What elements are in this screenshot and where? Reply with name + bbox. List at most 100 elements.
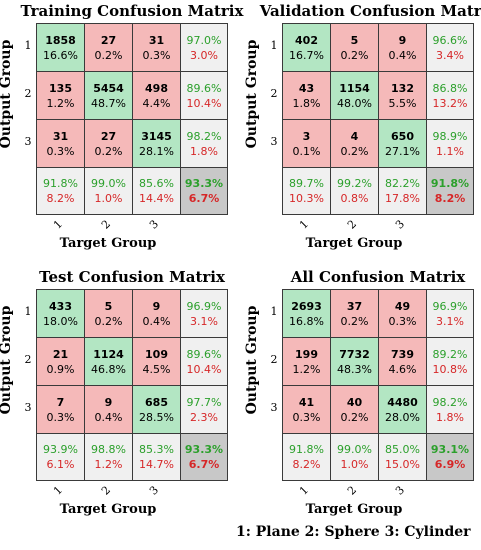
x-tick-label: 2 bbox=[98, 217, 114, 232]
cell-count: 43 bbox=[298, 81, 315, 95]
cell-percent: 28.5% bbox=[139, 410, 174, 424]
matrix-grid: 402 16.7% 5 0.2% 9 0.4% 96.6% 3.4% 43 1.8% 1154 48.… bbox=[282, 23, 474, 215]
cell-percent: 0.3% bbox=[388, 314, 417, 328]
col-correct-percent: 85.0% bbox=[385, 443, 420, 456]
x-axis-label: Target Group bbox=[59, 502, 157, 517]
matrix-cell: 27 0.2% bbox=[84, 23, 133, 72]
matrix-cell: 199 1.2% bbox=[282, 337, 331, 386]
cell-count: 40 bbox=[346, 395, 363, 409]
column-summary-cell: 82.2% 17.8% bbox=[378, 167, 427, 215]
row-correct-percent: 97.0% bbox=[186, 33, 222, 47]
y-axis-label: Output Group bbox=[0, 305, 14, 415]
cell-percent: 0.3% bbox=[142, 48, 171, 62]
cell-count: 135 bbox=[49, 81, 72, 95]
column-summary-cell: 99.2% 0.8% bbox=[330, 167, 379, 215]
matrix-cell: 739 4.6% bbox=[378, 337, 427, 386]
row-summary-cell: 96.6% 3.4% bbox=[426, 23, 474, 72]
overall-accuracy-cell: 93.3% 6.7% bbox=[180, 167, 228, 215]
column-summary-cell: 85.0% 15.0% bbox=[378, 433, 427, 481]
row-summary-cell: 96.9% 3.1% bbox=[426, 289, 474, 338]
cell-count: 498 bbox=[145, 81, 168, 95]
row-correct-percent: 98.9% bbox=[432, 129, 468, 143]
matrix-cell: 433 18.0% bbox=[36, 289, 85, 338]
row-error-percent: 1.8% bbox=[436, 410, 464, 424]
col-correct-percent: 93.9% bbox=[43, 443, 78, 456]
cell-percent: 18.0% bbox=[43, 314, 78, 328]
col-error-percent: 10.3% bbox=[289, 192, 324, 205]
x-tick-label: 3 bbox=[146, 483, 162, 498]
y-tick-label: 3 bbox=[270, 135, 278, 148]
col-error-percent: 1.2% bbox=[94, 458, 123, 471]
col-correct-percent: 99.2% bbox=[337, 177, 372, 190]
cell-percent: 0.2% bbox=[94, 314, 123, 328]
row-summary-cell: 96.9% 3.1% bbox=[180, 289, 228, 338]
matrix-title: Test Confusion Matrix bbox=[39, 268, 225, 286]
y-tick-label: 2 bbox=[270, 87, 278, 100]
y-tick-label: 1 bbox=[24, 39, 32, 52]
col-error-percent: 14.7% bbox=[139, 458, 174, 471]
cell-percent: 0.1% bbox=[292, 144, 321, 158]
cell-count: 3145 bbox=[141, 129, 172, 143]
matrix-title: All Confusion Matrix bbox=[290, 268, 466, 286]
col-error-percent: 8.2% bbox=[292, 458, 321, 471]
matrix-cell: 9 0.4% bbox=[378, 23, 427, 72]
col-error-percent: 1.0% bbox=[94, 192, 123, 205]
cell-percent: 4.5% bbox=[142, 362, 171, 376]
col-correct-percent: 82.2% bbox=[385, 177, 420, 190]
column-summary-cell: 98.8% 1.2% bbox=[84, 433, 133, 481]
col-correct-percent: 99.0% bbox=[91, 177, 126, 190]
row-error-percent: 13.2% bbox=[432, 96, 468, 110]
cell-count: 1124 bbox=[93, 347, 124, 361]
row-error-percent: 3.4% bbox=[436, 48, 464, 62]
y-tick-label: 1 bbox=[270, 39, 278, 52]
matrix-cell: 31 0.3% bbox=[132, 23, 181, 72]
col-error-percent: 14.4% bbox=[139, 192, 174, 205]
matrix-cell: 1124 46.8% bbox=[84, 337, 133, 386]
cell-percent: 0.2% bbox=[94, 144, 123, 158]
cell-count: 9 bbox=[104, 395, 113, 409]
cell-count: 132 bbox=[391, 81, 414, 95]
col-correct-percent: 91.8% bbox=[289, 443, 324, 456]
matrix-cell: 685 28.5% bbox=[132, 385, 181, 434]
y-tick-label: 3 bbox=[24, 401, 32, 414]
cell-count: 199 bbox=[295, 347, 318, 361]
col-error-percent: 6.1% bbox=[46, 458, 75, 471]
y-axis-label: Output Group bbox=[244, 39, 260, 149]
cell-count: 1858 bbox=[45, 33, 76, 47]
col-correct-percent: 85.6% bbox=[139, 177, 174, 190]
row-correct-percent: 89.6% bbox=[186, 81, 222, 95]
matrix-cell: 31 0.3% bbox=[36, 119, 85, 168]
cell-count: 27 bbox=[100, 129, 117, 143]
x-tick-label: 1 bbox=[296, 217, 312, 232]
cell-count: 7 bbox=[56, 395, 65, 409]
cell-count: 41 bbox=[298, 395, 315, 409]
cell-percent: 0.4% bbox=[142, 314, 171, 328]
overall-correct-percent: 93.3% bbox=[184, 443, 224, 456]
column-summary-cell: 85.6% 14.4% bbox=[132, 167, 181, 215]
cell-count: 37 bbox=[346, 299, 363, 313]
matrix-cell: 40 0.2% bbox=[330, 385, 379, 434]
cell-percent: 28.1% bbox=[139, 144, 174, 158]
row-correct-percent: 96.6% bbox=[432, 33, 468, 47]
overall-correct-percent: 93.1% bbox=[430, 443, 470, 456]
x-tick-label: 2 bbox=[344, 483, 360, 498]
cell-percent: 0.3% bbox=[46, 410, 75, 424]
row-error-percent: 1.1% bbox=[436, 144, 464, 158]
row-summary-cell: 97.7% 2.3% bbox=[180, 385, 228, 434]
cell-percent: 0.3% bbox=[292, 410, 321, 424]
cell-percent: 0.4% bbox=[388, 48, 417, 62]
x-tick-label: 1 bbox=[50, 483, 66, 498]
overall-correct-percent: 93.3% bbox=[184, 177, 224, 190]
row-error-percent: 2.3% bbox=[190, 410, 218, 424]
x-axis-label: Target Group bbox=[305, 502, 403, 517]
cell-percent: 4.6% bbox=[388, 362, 417, 376]
y-tick-label: 3 bbox=[270, 401, 278, 414]
cell-percent: 5.5% bbox=[388, 96, 417, 110]
matrix-cell: 402 16.7% bbox=[282, 23, 331, 72]
row-summary-cell: 98.2% 1.8% bbox=[180, 119, 228, 168]
cell-count: 739 bbox=[391, 347, 414, 361]
column-summary-cell: 91.8% 8.2% bbox=[36, 167, 85, 215]
cell-percent: 1.2% bbox=[46, 96, 75, 110]
cell-count: 2693 bbox=[291, 299, 322, 313]
matrix-title: Training Confusion Matrix bbox=[20, 2, 244, 20]
